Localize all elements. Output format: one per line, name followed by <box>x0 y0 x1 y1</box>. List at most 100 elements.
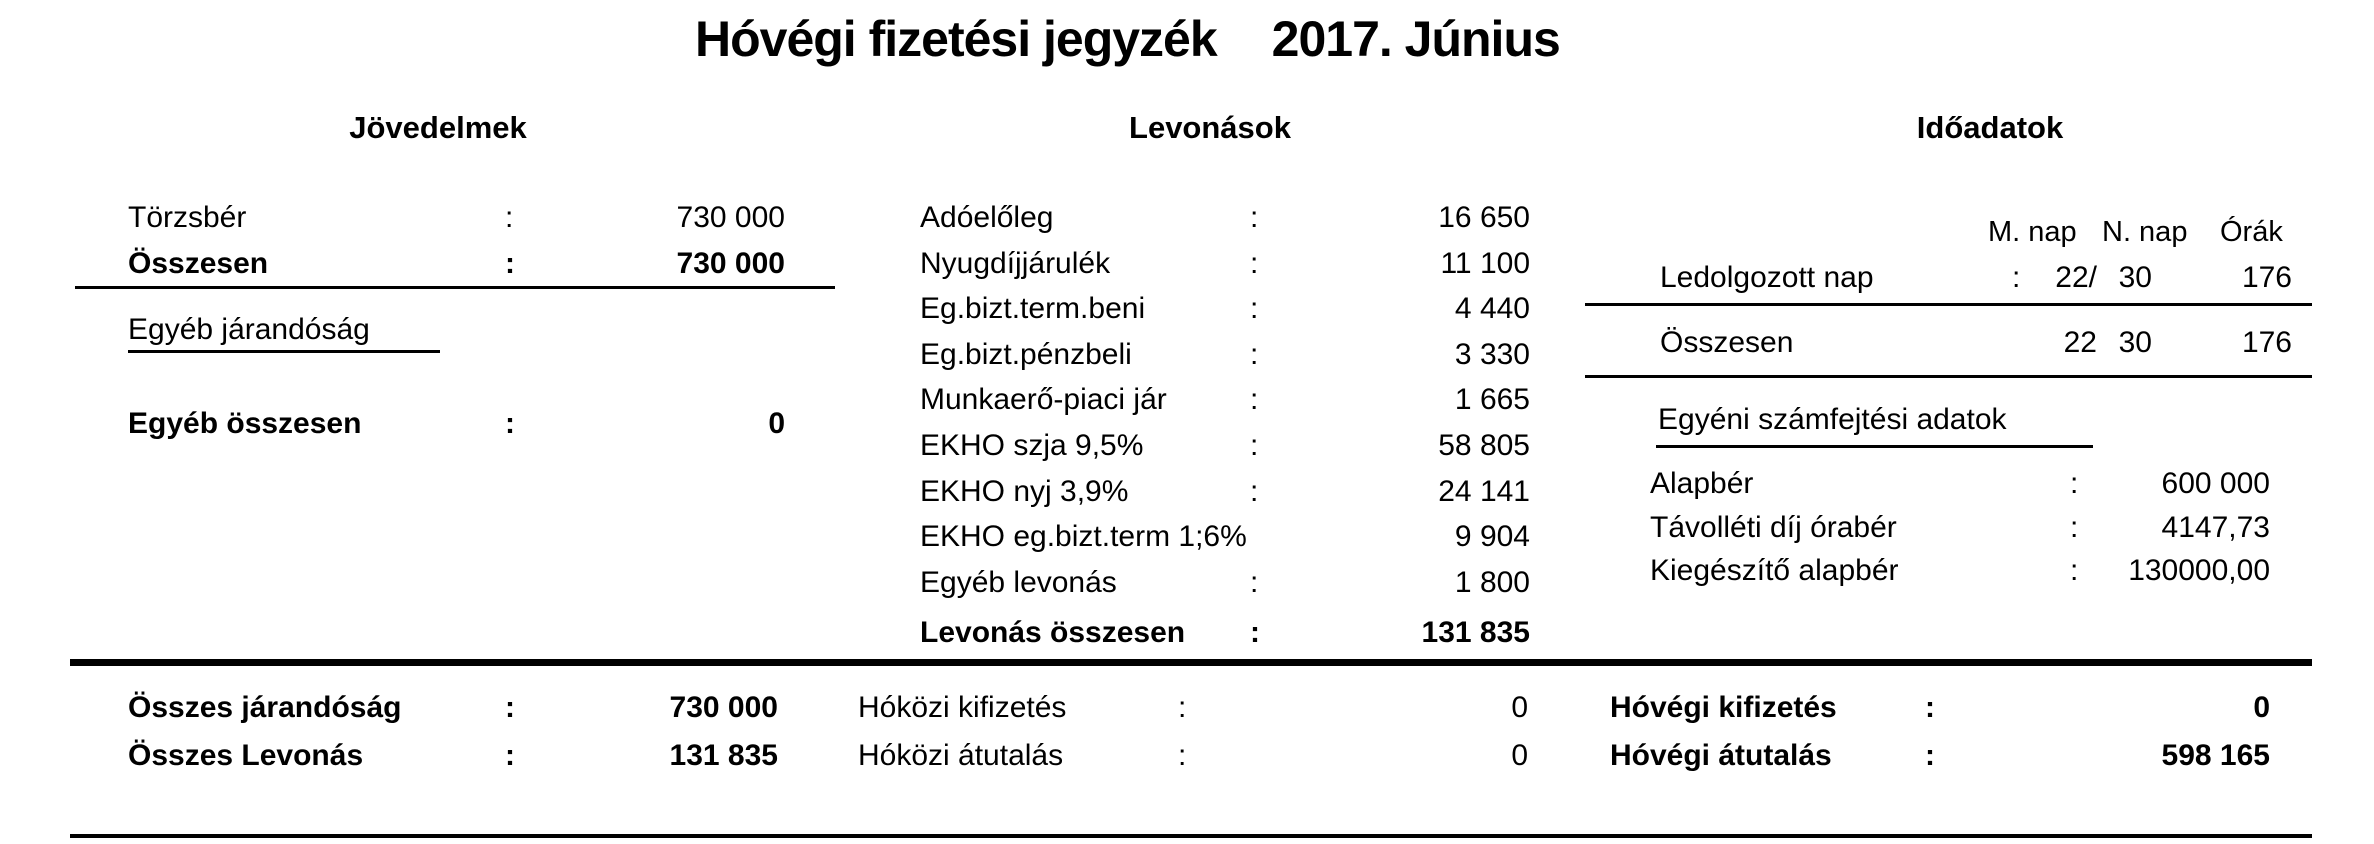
summary-value: 0 <box>1511 691 1528 724</box>
personal-label: Kiegészítő alapbér <box>1650 554 1899 587</box>
time-total-n: 30 <box>2118 326 2152 359</box>
colon: : <box>2070 554 2079 587</box>
deduction-row: EKHO eg.bizt.term 1;6% 9 904 <box>920 515 1530 559</box>
colon: : <box>1250 247 1259 280</box>
personal-label: Távolléti díj órabér <box>1650 511 1897 544</box>
summary-row-total-income: Összes járandóság : 730 000 <box>128 686 778 730</box>
summary-row-monthend-transfer: Hóvégi átutalás : 598 165 <box>1610 734 2270 778</box>
deduction-value: 11 100 <box>1440 247 1530 280</box>
page-title-main: Hóvégi fizetési jegyzék <box>695 11 1218 67</box>
summary-value: 730 000 <box>669 691 778 724</box>
deduction-label: Eg.bizt.term.beni <box>920 292 1146 325</box>
deduction-value: 3 330 <box>1454 338 1530 371</box>
other-income-total-label: Egyéb összesen <box>128 407 362 440</box>
colon: : <box>505 247 515 280</box>
deduction-total-row: Levonás összesen : 131 835 <box>920 611 1530 655</box>
col-header-n-nap: N. nap <box>2102 216 2188 248</box>
divider-line <box>75 286 835 289</box>
colon: : <box>1925 739 1935 772</box>
section-header-deductions: Levonások <box>1129 110 1291 145</box>
summary-label: Összes Levonás <box>128 739 364 772</box>
deduction-value: 58 805 <box>1438 429 1530 462</box>
colon: : <box>505 407 515 440</box>
divider-line <box>1585 303 2312 306</box>
deduction-row: Eg.bizt.term.beni : 4 440 <box>920 287 1530 331</box>
summary-label: Hóközi kifizetés <box>858 691 1067 724</box>
deduction-total-value: 131 835 <box>1421 616 1530 649</box>
time-total-label: Összesen <box>1660 326 1794 359</box>
deduction-label: Adóelőleg <box>920 201 1054 234</box>
summary-row-midmonth-payment: Hóközi kifizetés : 0 <box>858 686 1528 730</box>
colon: : <box>1250 292 1259 325</box>
personal-row: Alapbér : 600 000 <box>1650 462 2270 506</box>
deduction-row: EKHO szja 9,5% : 58 805 <box>920 424 1530 468</box>
deduction-value: 1 800 <box>1454 566 1530 599</box>
colon: : <box>505 691 515 724</box>
summary-row-total-deduction: Összes Levonás : 131 835 <box>128 734 778 778</box>
summary-value: 598 165 <box>2161 739 2270 772</box>
deduction-row: Nyugdíjjárulék : 11 100 <box>920 242 1530 286</box>
personal-value: 130000,00 <box>2128 554 2270 587</box>
summary-top-rule <box>70 659 2312 666</box>
colon: : <box>1250 475 1259 508</box>
time-table-header-row: M. nap N. nap Órák <box>1650 210 2295 254</box>
deduction-row: EKHO nyj 3,9% : 24 141 <box>920 470 1530 514</box>
colon: : <box>1250 383 1259 416</box>
section-header-timedata: Időadatok <box>1916 110 2064 145</box>
deduction-value: 4 440 <box>1454 292 1530 325</box>
colon: : <box>1250 429 1259 462</box>
time-total-m: 22 <box>2063 326 2097 359</box>
worked-days-n: 30 <box>2118 261 2152 294</box>
worked-days-label: Ledolgozott nap <box>1660 261 1874 294</box>
deduction-label: Nyugdíjjárulék <box>920 247 1111 280</box>
worked-days-m: 22/ <box>2055 261 2097 294</box>
colon: : <box>1250 338 1259 371</box>
colon: : <box>2070 467 2079 500</box>
personal-row: Távolléti díj órabér : 4147,73 <box>1650 506 2270 550</box>
personal-value: 600 000 <box>2161 467 2270 500</box>
deduction-label: Egyéb levonás <box>920 566 1117 599</box>
time-total-row: Összesen 22 30 176 <box>1650 321 2295 365</box>
other-income-heading: Egyéb járandóság <box>128 313 370 346</box>
colon: : <box>1250 201 1259 234</box>
summary-value: 0 <box>1511 739 1528 772</box>
page-bottom-rule <box>70 834 2312 838</box>
summary-value: 0 <box>2253 691 2270 724</box>
income-total-value: 730 000 <box>676 247 785 280</box>
colon: : <box>1925 691 1935 724</box>
deduction-label: EKHO szja 9,5% <box>920 429 1144 462</box>
personal-label: Alapbér <box>1650 467 1754 500</box>
divider-line <box>1585 375 2312 378</box>
deduction-value: 24 141 <box>1438 475 1530 508</box>
summary-value: 131 835 <box>669 739 778 772</box>
colon: : <box>2070 511 2079 544</box>
deduction-label: Munkaerő-piaci jár <box>920 383 1167 416</box>
other-income-underline <box>128 350 440 353</box>
other-income-total-value: 0 <box>768 407 785 440</box>
col-header-orak: Órák <box>2220 216 2283 248</box>
deduction-value: 16 650 <box>1438 201 1530 234</box>
time-total-hours: 176 <box>2241 326 2292 359</box>
deduction-label: EKHO nyj 3,9% <box>920 475 1129 508</box>
section-header-incomes: Jövedelmek <box>349 110 527 145</box>
page-title: Hóvégi fizetési jegyzék 2017. Június <box>695 10 1561 68</box>
deduction-row: Egyéb levonás : 1 800 <box>920 561 1530 605</box>
colon: : <box>2012 261 2021 294</box>
colon: : <box>1250 566 1259 599</box>
summary-label: Hóvégi kifizetés <box>1610 691 1837 724</box>
income-label: Törzsbér <box>128 201 247 234</box>
summary-label: Összes járandóság <box>128 691 402 724</box>
income-total-row: Összesen : 730 000 <box>128 242 785 286</box>
income-value: 730 000 <box>676 201 785 234</box>
deduction-row: Munkaerő-piaci jár : 1 665 <box>920 378 1530 422</box>
deduction-total-label: Levonás összesen <box>920 616 1186 649</box>
personal-data-underline <box>1656 445 2093 448</box>
worked-days-hours: 176 <box>2241 261 2292 294</box>
worked-days-row: Ledolgozott nap : 22/ 30 176 <box>1650 256 2295 300</box>
deduction-row: Adóelőleg : 16 650 <box>920 196 1530 240</box>
colon: : <box>1178 691 1187 724</box>
col-header-m-nap: M. nap <box>1988 216 2077 248</box>
colon: : <box>1250 616 1260 649</box>
personal-value: 4147,73 <box>2161 511 2270 544</box>
